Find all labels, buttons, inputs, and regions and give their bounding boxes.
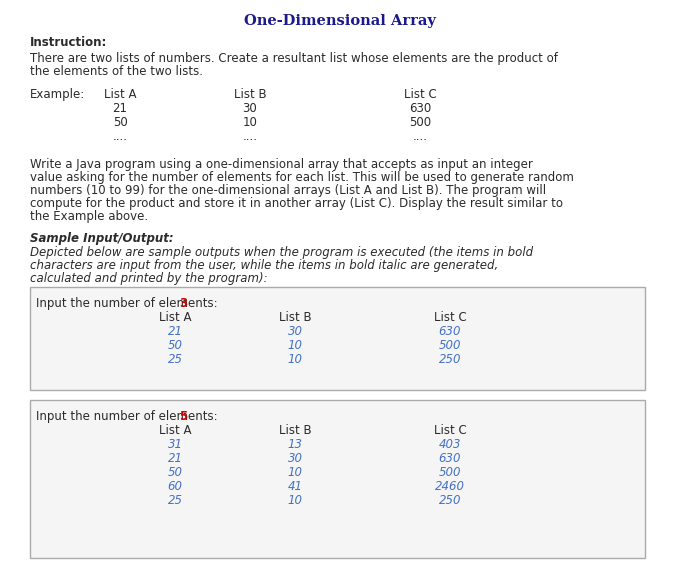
Text: 250: 250	[439, 494, 461, 507]
Text: Depicted below are sample outputs when the program is executed (the items in bol: Depicted below are sample outputs when t…	[30, 246, 533, 259]
Text: One-Dimensional Array: One-Dimensional Array	[244, 14, 436, 28]
Text: 500: 500	[439, 339, 461, 352]
Text: List B: List B	[234, 88, 267, 101]
Text: Input the number of elements:: Input the number of elements:	[36, 410, 222, 423]
Text: List A: List A	[104, 88, 136, 101]
Text: 21: 21	[167, 325, 182, 338]
Text: 21: 21	[112, 102, 128, 115]
Text: Sample Input/Output:: Sample Input/Output:	[30, 232, 173, 245]
Text: List A: List A	[158, 424, 191, 437]
Text: numbers (10 to 99) for the one-dimensional arrays (List A and List B). The progr: numbers (10 to 99) for the one-dimension…	[30, 184, 546, 197]
Text: List C: List C	[404, 88, 437, 101]
Text: 3: 3	[179, 297, 187, 310]
Text: 31: 31	[167, 438, 182, 451]
Text: the Example above.: the Example above.	[30, 210, 148, 223]
Text: 50: 50	[167, 466, 182, 479]
Text: 41: 41	[288, 480, 303, 493]
Text: ....: ....	[243, 130, 258, 143]
Text: characters are input from the user, while the items in bold italic are generated: characters are input from the user, whil…	[30, 259, 498, 272]
Text: 500: 500	[439, 466, 461, 479]
Text: Input the number of elements:: Input the number of elements:	[36, 297, 222, 310]
Text: 2460: 2460	[435, 480, 465, 493]
Text: 60: 60	[167, 480, 182, 493]
Text: 630: 630	[409, 102, 431, 115]
Text: 50: 50	[113, 116, 127, 129]
Text: 5: 5	[179, 410, 187, 423]
Text: Example:: Example:	[30, 88, 85, 101]
Text: ....: ....	[112, 130, 128, 143]
Text: Write a Java program using a one-dimensional array that accepts as input an inte: Write a Java program using a one-dimensi…	[30, 158, 533, 171]
Text: value asking for the number of elements for each list. This will be used to gene: value asking for the number of elements …	[30, 171, 574, 184]
Text: List B: List B	[279, 424, 311, 437]
Text: calculated and printed by the program):: calculated and printed by the program):	[30, 272, 268, 285]
Text: 500: 500	[409, 116, 431, 129]
FancyBboxPatch shape	[30, 287, 645, 390]
Text: 25: 25	[167, 494, 182, 507]
Text: 30: 30	[288, 452, 303, 465]
Text: 10: 10	[288, 466, 303, 479]
Text: 250: 250	[439, 353, 461, 366]
Text: 630: 630	[439, 452, 461, 465]
Text: 30: 30	[243, 102, 257, 115]
Text: compute for the product and store it in another array (List C). Display the resu: compute for the product and store it in …	[30, 197, 563, 210]
Text: 10: 10	[288, 494, 303, 507]
Text: the elements of the two lists.: the elements of the two lists.	[30, 65, 203, 78]
Text: 30: 30	[288, 325, 303, 338]
Text: 10: 10	[288, 339, 303, 352]
Text: 10: 10	[288, 353, 303, 366]
Text: 25: 25	[167, 353, 182, 366]
Text: List A: List A	[158, 311, 191, 324]
Text: 630: 630	[439, 325, 461, 338]
Text: Instruction:: Instruction:	[30, 36, 107, 49]
Text: 21: 21	[167, 452, 182, 465]
Text: 50: 50	[167, 339, 182, 352]
Text: List C: List C	[434, 424, 466, 437]
Text: List C: List C	[434, 311, 466, 324]
Text: ....: ....	[413, 130, 428, 143]
Text: 10: 10	[243, 116, 258, 129]
Text: List B: List B	[279, 311, 311, 324]
Text: 403: 403	[439, 438, 461, 451]
FancyBboxPatch shape	[30, 400, 645, 558]
Text: There are two lists of numbers. Create a resultant list whose elements are the p: There are two lists of numbers. Create a…	[30, 52, 558, 65]
Text: 13: 13	[288, 438, 303, 451]
